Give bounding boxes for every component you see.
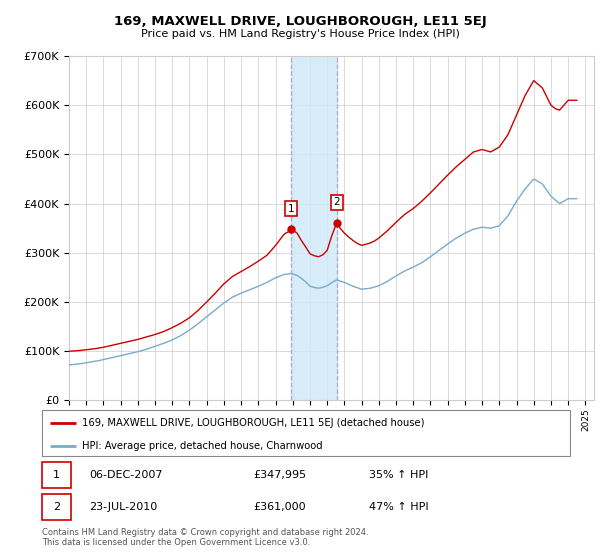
Text: £361,000: £361,000 <box>253 502 306 512</box>
Bar <box>292 56 337 400</box>
Text: 23-JUL-2010: 23-JUL-2010 <box>89 502 158 512</box>
Text: 169, MAXWELL DRIVE, LOUGHBOROUGH, LE11 5EJ: 169, MAXWELL DRIVE, LOUGHBOROUGH, LE11 5… <box>113 15 487 28</box>
Text: 47% ↑ HPI: 47% ↑ HPI <box>370 502 429 512</box>
Text: HPI: Average price, detached house, Charnwood: HPI: Average price, detached house, Char… <box>82 441 322 451</box>
Text: 35% ↑ HPI: 35% ↑ HPI <box>370 470 429 480</box>
Text: £347,995: £347,995 <box>253 470 307 480</box>
Text: 1: 1 <box>53 470 60 480</box>
Bar <box>42 494 71 520</box>
Text: Price paid vs. HM Land Registry's House Price Index (HPI): Price paid vs. HM Land Registry's House … <box>140 29 460 39</box>
Text: 169, MAXWELL DRIVE, LOUGHBOROUGH, LE11 5EJ (detached house): 169, MAXWELL DRIVE, LOUGHBOROUGH, LE11 5… <box>82 418 424 428</box>
Text: Contains HM Land Registry data © Crown copyright and database right 2024.
This d: Contains HM Land Registry data © Crown c… <box>42 528 368 547</box>
Text: 2: 2 <box>53 502 60 512</box>
Text: 1: 1 <box>288 203 295 213</box>
Text: 06-DEC-2007: 06-DEC-2007 <box>89 470 163 480</box>
Bar <box>42 462 71 488</box>
Text: 2: 2 <box>334 197 340 207</box>
